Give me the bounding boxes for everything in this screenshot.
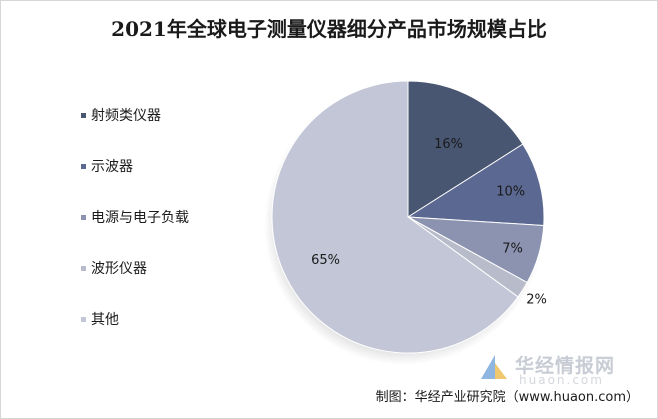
legend-item: 示波器 <box>81 156 133 176</box>
legend-item: 射频类仪器 <box>81 105 161 125</box>
watermark-brand: 华经情报网 <box>515 355 616 377</box>
legend-swatch <box>81 214 86 220</box>
data-label-2: 10% <box>496 185 525 200</box>
legend-item: 波形仪器 <box>81 258 147 278</box>
legend-label: 其他 <box>91 312 119 328</box>
legend-label: 示波器 <box>91 159 133 175</box>
watermark-url: huaon.com <box>519 373 604 387</box>
legend-swatch <box>81 163 86 169</box>
legend-label: 射频类仪器 <box>91 108 161 124</box>
legend-label: 波形仪器 <box>91 261 147 277</box>
legend-label: 电源与电子负载 <box>91 210 189 226</box>
data-label-4: 2% <box>526 293 547 308</box>
chart-title: 2021年全球电子测量仪器细分产品市场规模占比 <box>111 17 547 41</box>
pie-slice-2 <box>406 143 545 227</box>
data-label-5: 65% <box>311 253 340 268</box>
legend-item: 其他 <box>81 309 119 329</box>
legend-swatch <box>81 265 86 271</box>
legend-swatch <box>81 112 86 118</box>
legend-swatch <box>81 316 86 322</box>
legend-item: 电源与电子负载 <box>81 207 189 227</box>
huaon-logo-icon <box>481 355 507 379</box>
pie-slice-1 <box>407 80 524 218</box>
data-label-3: 7% <box>502 241 523 256</box>
pie-slice-5 <box>271 80 519 354</box>
source-note: 制图：华经产业研究院（www.huaon.com） <box>375 390 639 405</box>
data-label-1: 16% <box>434 137 463 152</box>
